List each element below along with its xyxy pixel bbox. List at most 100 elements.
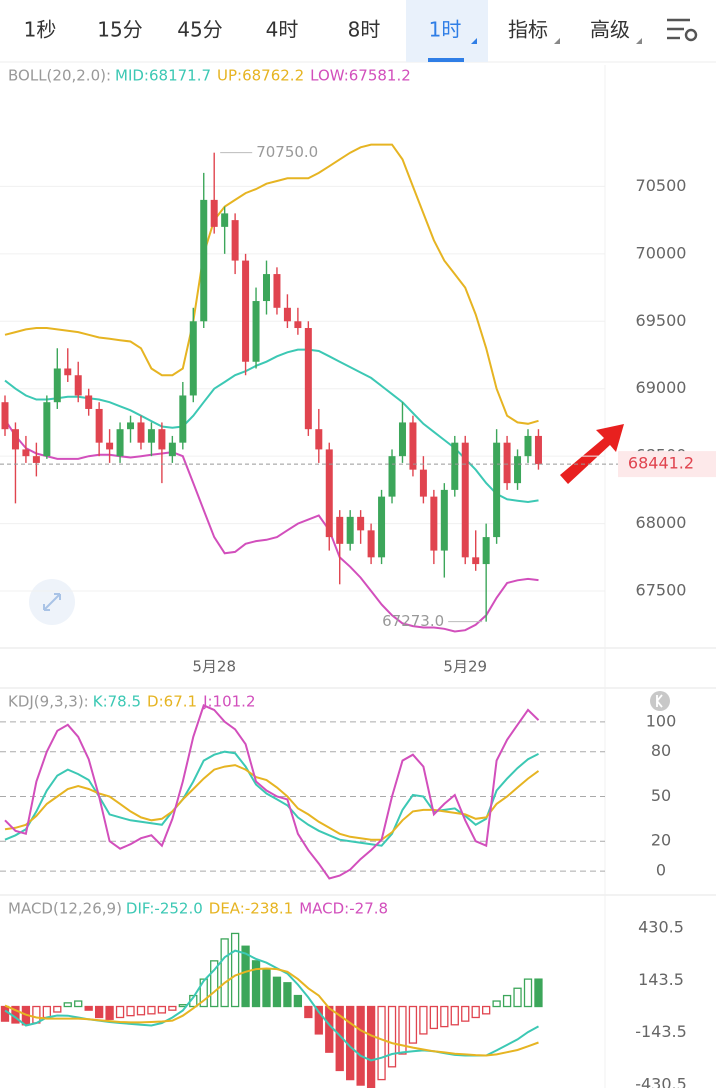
y-tick-label: 430.5 [638, 917, 684, 936]
macd-bar [168, 1005, 177, 1011]
candle-body [263, 274, 270, 302]
candle-body [106, 442, 114, 450]
macd-bar [210, 960, 219, 1008]
y-tick-label: 100 [646, 711, 677, 730]
y-tick-label: 80 [651, 741, 671, 760]
candle-body [210, 199, 218, 227]
macd-bar [63, 1002, 72, 1008]
macd-bar [419, 1005, 428, 1035]
candle-body [294, 321, 302, 329]
red-arrow [560, 424, 624, 484]
y-tick-label: 70500 [636, 176, 687, 195]
indicator-line [4, 143, 539, 425]
tab[interactable]: 指标 [508, 18, 548, 42]
candle-body [168, 442, 176, 457]
candle-body [357, 516, 365, 531]
tab-bar [0, 0, 716, 62]
legend-item: UP:68762.2 [217, 67, 304, 85]
legend-item: LOW:67581.2 [310, 67, 411, 85]
legend-item: D:67.1 [147, 693, 197, 711]
candle-body [472, 557, 480, 565]
macd-bar [115, 1005, 125, 1019]
candle-body [22, 449, 30, 457]
macd-bar [262, 969, 271, 1008]
settings-icon[interactable] [667, 18, 698, 42]
legend-item: DEA:-238.1 [209, 900, 293, 918]
legend-item: DIF:-252.0 [126, 900, 203, 918]
macd-bar [429, 1005, 439, 1030]
macd-bar [366, 1005, 376, 1088]
tab[interactable]: 1秒 [24, 18, 57, 42]
macd-bar [440, 1005, 449, 1028]
candle-body [32, 456, 40, 463]
macd-bar [450, 1005, 459, 1026]
k-icon[interactable] [650, 691, 670, 711]
tab-active-bg [406, 0, 488, 62]
macd-bar [387, 1005, 397, 1068]
macd-bar [105, 1005, 114, 1020]
last-price-box [618, 451, 716, 478]
macd-bar [53, 1005, 62, 1013]
y-tick-label: 70000 [636, 243, 687, 262]
macd-bar [461, 1005, 470, 1022]
candle-body [482, 537, 490, 565]
macd-bar [199, 978, 208, 1008]
candle-body [116, 429, 124, 457]
y-tick-label: 68000 [636, 513, 687, 532]
high-annotation: 70750.0 [256, 143, 318, 161]
candle-body [252, 301, 260, 362]
macd-bar [74, 1000, 83, 1008]
indicator-line [4, 750, 539, 847]
candle-body [493, 442, 501, 538]
candle-body [1, 402, 9, 430]
candle-body [440, 489, 448, 551]
tab[interactable]: 4时 [266, 18, 299, 42]
candle-body [503, 442, 511, 484]
candle-body [95, 408, 103, 443]
legend-title: KDJ(9,3,3): [8, 693, 89, 711]
tab[interactable]: 15分 [97, 18, 142, 42]
last-price-label: 68441.2 [628, 454, 694, 473]
macd-bar [304, 1005, 313, 1019]
macd-bar [471, 1005, 480, 1019]
candle-body [147, 429, 155, 443]
macd-bar [126, 1005, 135, 1017]
macd-bar [377, 1005, 386, 1081]
macd-bar [0, 1005, 10, 1022]
y-tick-label: 67500 [636, 581, 687, 600]
icon-gear [684, 28, 698, 42]
candle-body [43, 402, 51, 457]
candle-body [419, 469, 427, 497]
candle-body [524, 435, 532, 457]
zoom-button[interactable] [29, 579, 75, 625]
macd-bar [398, 1005, 407, 1055]
candle-body [200, 199, 208, 322]
dropdown-caret [554, 38, 560, 44]
candle-body [242, 260, 250, 362]
macd-bar [251, 960, 261, 1008]
macd-bar [220, 938, 229, 1008]
dropdown-caret [471, 38, 477, 44]
y-tick-label: 0 [656, 861, 666, 880]
macd-bar [502, 994, 512, 1008]
zoom-icon [43, 593, 61, 611]
tab[interactable]: 8时 [348, 18, 381, 42]
tab[interactable]: 1时 [429, 18, 462, 42]
macd-bar [492, 1000, 501, 1008]
macd-bar [513, 987, 522, 1008]
legend-title: MACD(12,26,9) [8, 900, 122, 918]
macd-bar [356, 1005, 365, 1086]
legend-title: BOLL(20,2.0): [8, 67, 111, 85]
macd-bar [293, 994, 303, 1008]
indicator-line [4, 764, 540, 841]
tab[interactable]: 高级 [590, 18, 630, 42]
indicator-line [4, 419, 539, 633]
candle-body [430, 496, 438, 551]
indicator-line [4, 704, 540, 880]
macd-bar [84, 1005, 93, 1011]
candle-body [64, 368, 72, 376]
tab[interactable]: 45分 [177, 18, 222, 42]
low-annotation: 67273.0 [382, 612, 444, 630]
legend-item: K:78.5 [93, 693, 141, 711]
